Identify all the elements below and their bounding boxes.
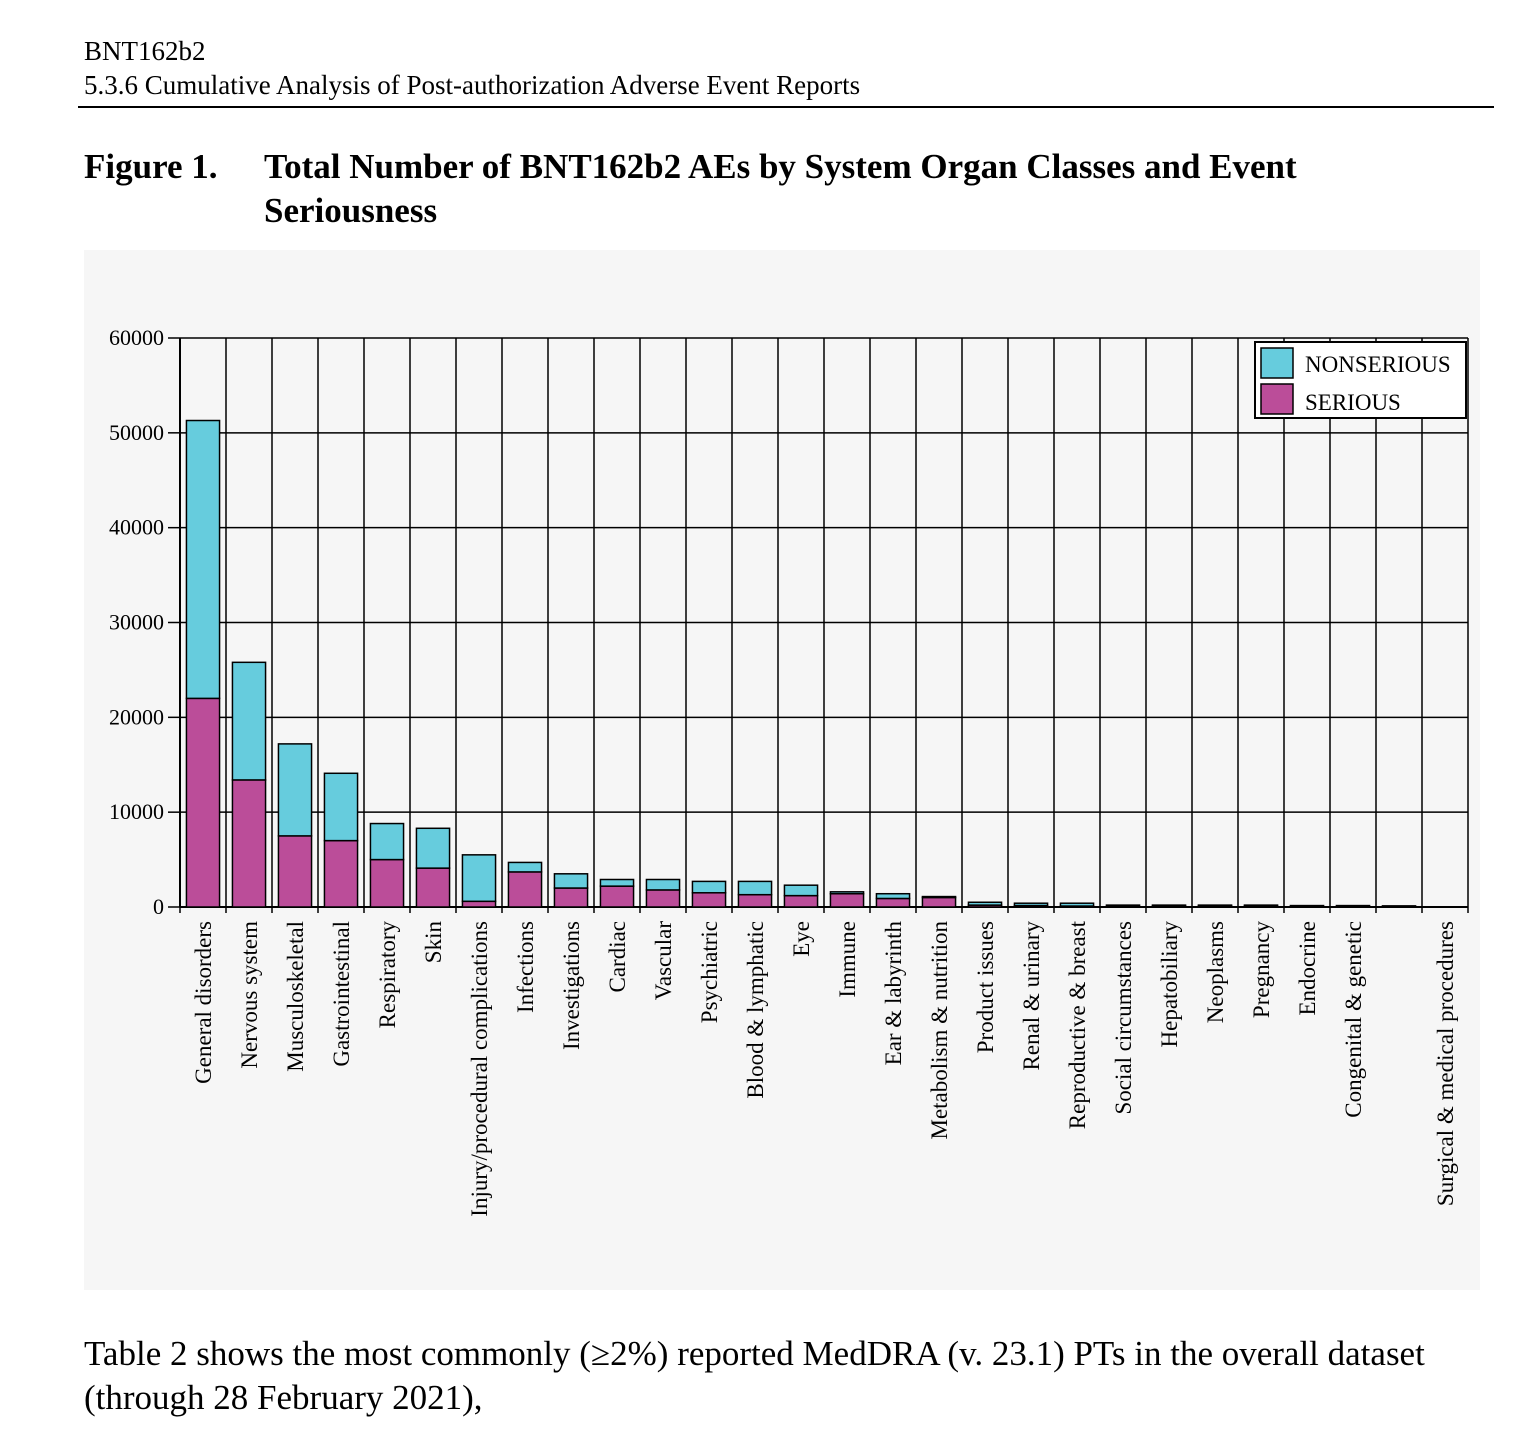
stacked-bar-chart: 0 10000 20000 30000 40000 50000 60000 General d… <box>109 325 1469 1217</box>
y-tick-label: 40000 <box>109 515 164 540</box>
x-category-label: Product issues <box>973 921 998 1053</box>
bar-serious <box>599 885 635 908</box>
bar-nonserious <box>415 827 451 869</box>
bar-serious <box>231 779 267 908</box>
x-category-label: Renal & urinary <box>1019 921 1044 1071</box>
bar-nonserious <box>1243 904 1279 907</box>
bar-serious <box>921 896 957 908</box>
bar-nonserious <box>875 892 911 900</box>
bar-nonserious <box>737 880 773 896</box>
bar-nonserious <box>1151 904 1187 907</box>
bar-nonserious <box>1335 904 1371 908</box>
header-rule <box>78 106 1494 108</box>
y-tick-label: 50000 <box>109 420 164 445</box>
bar-nonserious <box>553 873 589 889</box>
bar-serious <box>369 858 405 908</box>
bar-serious <box>415 867 451 908</box>
x-category-label: Eye <box>789 921 814 957</box>
bar-nonserious <box>829 891 865 895</box>
legend-swatch-nonserious <box>1260 347 1294 379</box>
header-section: 5.3.6 Cumulative Analysis of Post-author… <box>84 70 861 100</box>
y-tick-label: 10000 <box>109 799 164 824</box>
x-category-label: Neoplasms <box>1203 921 1228 1023</box>
bar-nonserious <box>369 822 405 861</box>
x-category-label: Ear & labyrinth <box>881 921 906 1066</box>
x-category-label: Endocrine <box>1295 921 1320 1016</box>
x-category-label: Injury/procedural complications <box>467 921 492 1217</box>
x-category-label: Congenital & genetic <box>1341 921 1366 1118</box>
legend-swatch-serious <box>1260 383 1294 415</box>
legend-label-serious: SERIOUS <box>1305 390 1401 415</box>
bar-nonserious <box>645 878 681 891</box>
y-tick-label: 0 <box>153 894 164 919</box>
bar-serious <box>277 835 313 908</box>
bar-serious <box>323 839 359 908</box>
body-paragraph: Table 2 shows the most commonly (≥2%) re… <box>84 1334 1425 1417</box>
x-category-label: Surgical & medical procedures <box>1433 921 1458 1206</box>
x-category-label: Blood & lymphatic <box>743 921 768 1099</box>
bar-nonserious <box>1013 902 1049 907</box>
x-category-label: Cardiac <box>605 921 630 993</box>
bar-nonserious <box>277 743 313 837</box>
bar-nonserious <box>1105 904 1141 908</box>
x-category-label: Immune <box>835 921 860 998</box>
x-category-label: Skin <box>421 921 446 964</box>
x-category-label: Pregnancy <box>1249 921 1274 1019</box>
bar-nonserious <box>921 895 957 899</box>
bar-nonserious <box>1289 904 1325 908</box>
chart-area: 0 10000 20000 30000 40000 50000 60000 General d… <box>84 250 1480 1290</box>
bar-nonserious <box>691 880 727 894</box>
bar-serious <box>829 892 865 908</box>
y-tick-label: 60000 <box>109 325 164 350</box>
x-category-label: Reproductive & breast <box>1065 920 1090 1129</box>
x-category-label: Hepatobiliary <box>1157 921 1182 1048</box>
x-category-label: Infections <box>513 921 538 1013</box>
legend-label-nonserious: NONSERIOUS <box>1305 352 1451 377</box>
x-category-label: Respiratory <box>375 921 400 1029</box>
bar-serious <box>553 887 589 908</box>
bar-nonserious <box>1059 902 1095 907</box>
x-category-label: General disorders <box>191 921 216 1084</box>
bar-nonserious <box>967 901 1003 906</box>
y-tick-label: 20000 <box>109 704 164 729</box>
bar-nonserious <box>1381 905 1417 908</box>
bar-nonserious <box>507 861 543 873</box>
bar-nonserious <box>461 854 497 903</box>
x-category-label: Musculoskeletal <box>283 921 308 1072</box>
bar-nonserious <box>783 884 819 897</box>
x-category-label: Psychiatric <box>697 921 722 1023</box>
x-category-label: Social circumstances <box>1111 921 1136 1115</box>
bar-nonserious <box>231 661 267 781</box>
bar-serious <box>783 894 819 908</box>
bar-serious <box>691 892 727 908</box>
figure-number: Figure 1. <box>84 147 218 186</box>
bar-serious <box>185 697 221 908</box>
header-product: BNT162b2 <box>84 36 206 66</box>
bar-nonserious <box>599 878 635 887</box>
figure-title: Total Number of BNT162b2 AEs by System O… <box>264 147 1297 230</box>
x-category-label: Nervous system <box>237 921 262 1069</box>
x-category-label: Investigations <box>559 921 584 1050</box>
document-header: BNT162b2 5.3.6 Cumulative Analysis of Po… <box>84 34 1492 102</box>
x-category-label: Gastrointestinal <box>329 921 354 1067</box>
x-category-label: Metabolism & nutrition <box>927 921 952 1140</box>
bar-serious <box>645 889 681 908</box>
y-tick-label: 30000 <box>109 610 164 635</box>
bar-nonserious <box>323 772 359 842</box>
bar-serious <box>737 893 773 908</box>
bar-serious <box>875 897 911 908</box>
x-category-label: Vascular <box>651 921 676 1001</box>
bar-nonserious <box>185 419 221 700</box>
bar-serious <box>507 871 543 908</box>
bar-serious <box>461 900 497 908</box>
